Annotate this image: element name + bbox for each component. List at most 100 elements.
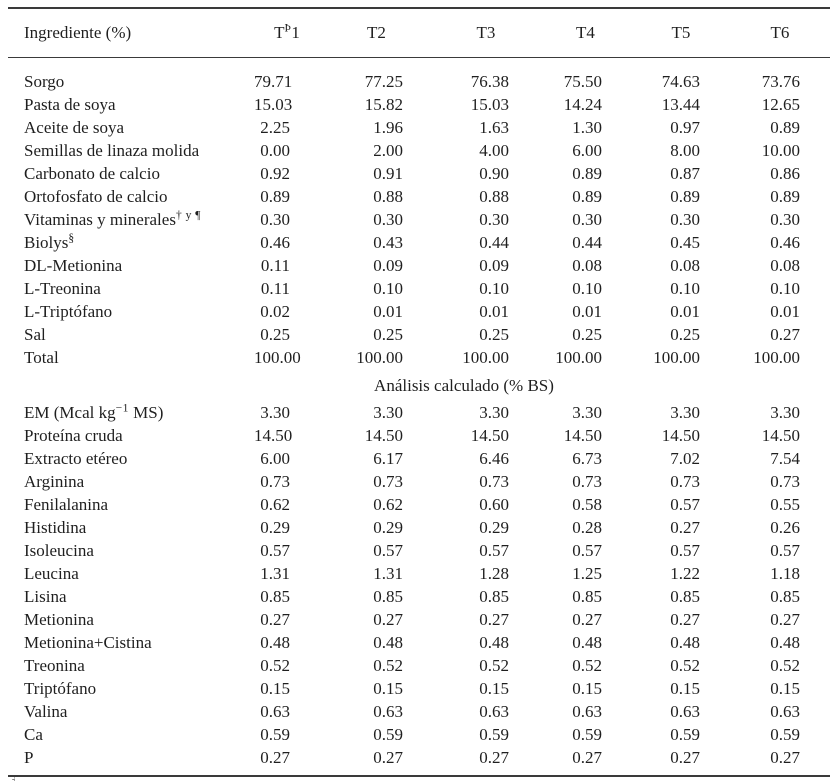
cell-value: 0.91 [373,164,403,183]
cell-value: 14.50 [364,426,403,445]
table-row: Isoleucina 0.57 0.57 0.57 0.57 0.57 0.57 [8,539,830,562]
row-label: L-Treonina [24,279,101,298]
table-row: Semillas de linaza molida 0.00 2.00 4.00 6.0… [8,139,830,162]
cell-value: 0.28 [572,518,602,537]
cell-value: 0.10 [572,279,602,298]
cell-value: 0.52 [670,656,700,675]
cell-value: 3.30 [572,403,602,422]
cell-value: 0.59 [572,725,602,744]
row-label: Semillas de linaza molida [24,141,200,160]
cell-value: 0.27 [479,748,509,767]
cell-value: 0.52 [373,656,403,675]
cell-value: 7.02 [670,449,700,468]
cell-value: 1.31 [260,564,290,583]
cell-value: 0.44 [479,233,509,252]
cell-value: 0.10 [770,279,800,298]
cell-value: 0.97 [670,118,700,137]
superscript-marker: † y ¶ [175,208,201,222]
table-row: Arginina 0.73 0.73 0.73 0.73 0.73 0.73 [8,470,830,493]
cell-value: 0.30 [260,210,290,229]
cell-value: 14.50 [563,426,602,445]
cell-value: 4.00 [479,141,509,160]
cell-value: 100.00 [555,348,602,367]
cell-value: 0.57 [670,541,700,560]
table-row: L-Treonina 0.11 0.10 0.10 0.10 0.10 0.10 [8,277,830,300]
cell-value: 3.30 [670,403,700,422]
table-row: P 0.27 0.27 0.27 0.27 0.27 0.27 [8,746,830,776]
row-label: Ortofosfato de calcio [24,187,168,206]
table-row: Aceite de soya 2.25 1.96 1.63 1.30 0.97 0.89 [8,116,830,139]
cell-value: 0.48 [479,633,509,652]
cell-value: 0.01 [572,302,602,321]
table-row: Fenilalanina 0.62 0.62 0.60 0.58 0.57 0.55 [8,493,830,516]
row-label: Histidina [24,518,87,537]
cell-value: 1.22 [670,564,700,583]
cell-value: 0.15 [373,679,403,698]
cell-value: 0.25 [373,325,403,344]
table-row: Extracto etéreo 6.00 6.17 6.46 6.73 7.02 7.54 [8,447,830,470]
cell-value: 14.24 [563,95,602,114]
cell-value: 0.52 [260,656,290,675]
table-row: Metionina 0.27 0.27 0.27 0.27 0.27 0.27 [8,608,830,631]
cell-value: 6.46 [479,449,509,468]
cell-value: 12.65 [761,95,800,114]
row-label: Sal [24,325,46,344]
cell-value: 1.96 [373,118,403,137]
cell-value: 0.08 [572,256,602,275]
cell-value: 0.60 [479,495,509,514]
cell-value: 14.50 [470,426,509,445]
row-label: Leucina [24,564,79,583]
row-label: Metionina+Cistina [24,633,152,652]
cell-value: 0.57 [572,541,602,560]
cell-value: 14.50 [254,426,293,445]
table-header: Ingrediente (%) TÞ1 T2 T3 T4 T5 T6 [8,8,830,58]
row-label: Sorgo [24,72,65,91]
cell-value: 0.63 [373,702,403,721]
cell-value: 0.58 [572,495,602,514]
column-header-t1: TÞ1 [254,8,320,58]
cell-value: 0.86 [770,164,800,183]
cell-value: 15.03 [254,95,293,114]
row-label: Proteína cruda [24,426,123,445]
cell-value: 0.25 [670,325,700,344]
cell-value: 6.00 [260,449,290,468]
cell-value: 0.89 [572,164,602,183]
cell-value: 0.73 [670,472,700,491]
cell-value: 0.27 [670,518,700,537]
superscript-marker: § [68,231,75,245]
cell-value: 0.01 [770,302,800,321]
cell-value: 0.11 [260,279,290,298]
table-row: Biolys§ 0.46 0.43 0.44 0.44 0.45 0.46 [8,231,830,254]
cell-value: 0.08 [770,256,800,275]
cell-value: 0.88 [479,187,509,206]
cell-value: 14.50 [661,426,700,445]
cell-value: 0.08 [670,256,700,275]
ingredients-section: Sorgo 79.71 77.25 76.38 75.50 74.63 73.76 Pasta… [8,58,830,372]
cell-value: 0.30 [670,210,700,229]
cell-value: 0.09 [479,256,509,275]
row-label: Triptófano [24,679,97,698]
cell-value: 0.90 [479,164,509,183]
cell-value: 100.00 [462,348,509,367]
cell-value: 0.27 [770,748,800,767]
cell-value: 0.27 [670,610,700,629]
table-row: Triptófano 0.15 0.15 0.15 0.15 0.15 0.15 [8,677,830,700]
column-header-t4: T4 [539,8,632,58]
cell-value: 0.48 [373,633,403,652]
cell-value: 0.30 [572,210,602,229]
cell-value: 0.48 [770,633,800,652]
table-row: Sal 0.25 0.25 0.25 0.25 0.25 0.27 [8,323,830,346]
cell-value: 3.30 [373,403,403,422]
cell-value: 0.01 [479,302,509,321]
row-label: L-Triptófano [24,302,113,321]
cell-value: 0.27 [670,748,700,767]
cell-value: 0.59 [260,725,290,744]
cell-value: 0.87 [670,164,700,183]
column-header-t3: T3 [433,8,539,58]
row-label: Treonina [24,656,85,675]
row-label: Arginina [24,472,85,491]
row-label: Isoleucina [24,541,94,560]
cell-value: 0.27 [260,748,290,767]
column-header-t6: T6 [730,8,830,58]
